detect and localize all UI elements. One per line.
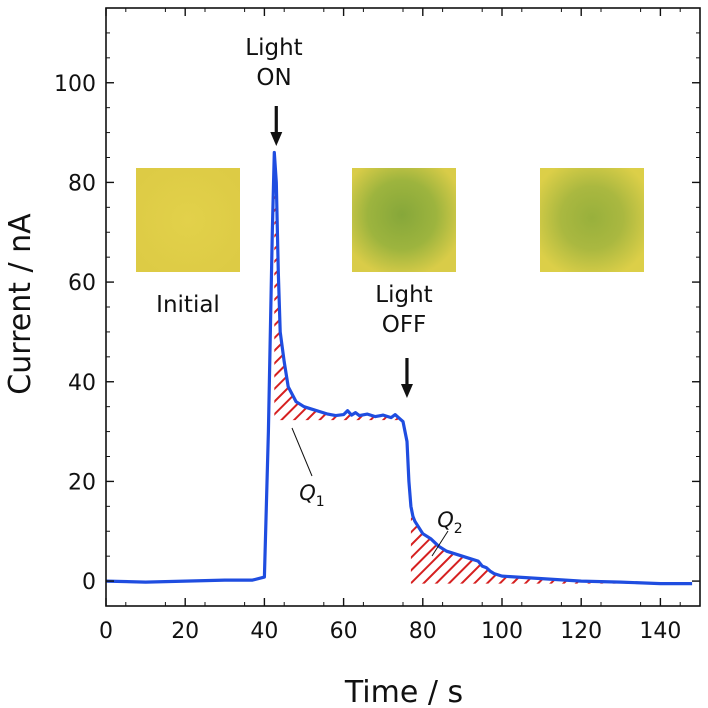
- x-tick-label: 80: [409, 619, 437, 644]
- x-tick-label: 40: [250, 619, 278, 644]
- light-off-label: OFF: [382, 312, 427, 338]
- y-tick-label: 60: [68, 271, 96, 296]
- x-tick-label: 140: [639, 619, 681, 644]
- inset-image-off: [540, 168, 644, 272]
- light-on-label: ON: [256, 65, 291, 91]
- insets: Initial: [136, 168, 644, 318]
- light-off-label: Light: [375, 282, 432, 308]
- series-line-photocurrent: [105, 150, 693, 586]
- leader-Q1: [291, 427, 313, 477]
- y-tick-label: 80: [68, 171, 96, 196]
- label-Q1-subscript: 1: [316, 494, 325, 510]
- label-Q1: Q1: [299, 481, 324, 510]
- x-tick-label: 0: [99, 619, 113, 644]
- inset-image-initial: [136, 168, 240, 272]
- series-layer: [105, 150, 693, 586]
- label-Q2: Q2: [437, 508, 462, 537]
- inset-caption-initial: Initial: [156, 292, 220, 318]
- light-on-label: Light: [245, 35, 302, 61]
- axes: 0 20 40 60 80 100 120 140 0 20 40 60 80 100: [54, 7, 701, 644]
- x-axis-label: Time / s: [344, 675, 463, 708]
- light-off-arrow-head: [400, 384, 413, 398]
- light-on-arrow-head: [270, 132, 283, 146]
- leader-Q2: [431, 530, 449, 557]
- shaded-regions: [274, 152, 693, 584]
- label-Q2-subscript: 2: [454, 521, 463, 537]
- y-tick-label: 100: [54, 72, 96, 97]
- region-Q1: [274, 152, 403, 421]
- x-tick-label: 60: [330, 619, 358, 644]
- y-tick-label: 40: [68, 371, 96, 396]
- region-Q2: [410, 506, 693, 584]
- inset-image-on: [352, 168, 456, 272]
- x-tick-label: 120: [560, 619, 602, 644]
- y-tick-label: 20: [68, 470, 96, 495]
- x-tick-label: 20: [171, 619, 199, 644]
- y-axis-label: Current / nA: [3, 213, 38, 395]
- x-tick-label: 100: [481, 619, 523, 644]
- y-tick-label: 0: [82, 570, 96, 595]
